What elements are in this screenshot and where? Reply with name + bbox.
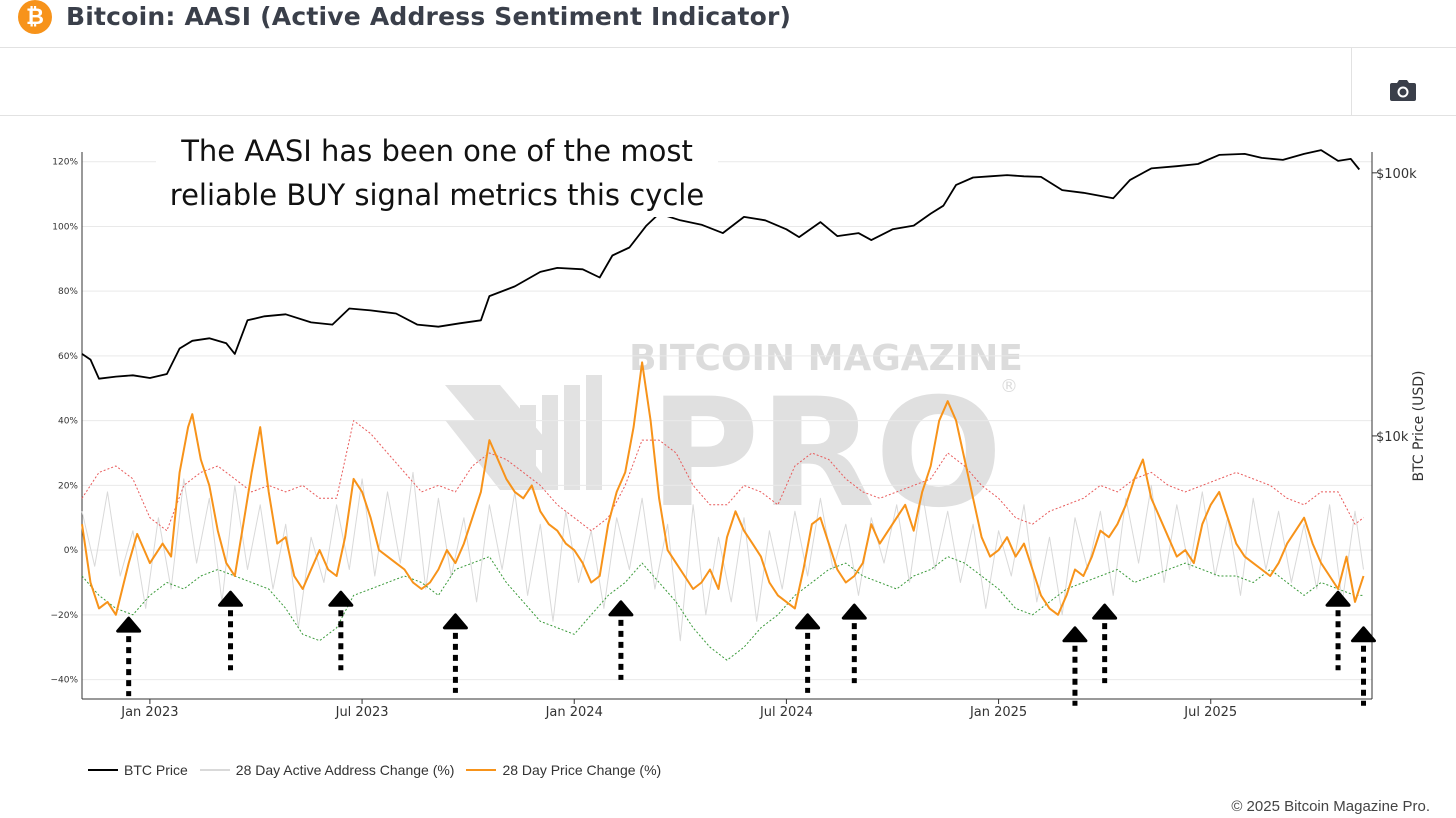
arrow-head xyxy=(608,600,634,617)
legend-label: 28 Day Price Change (%) xyxy=(502,762,662,778)
x-tick-label: Jan 2025 xyxy=(969,705,1027,720)
buy-signal-arrow xyxy=(1325,590,1351,671)
arrow-head xyxy=(1325,590,1351,607)
buy-signal-arrow xyxy=(442,613,468,693)
copyright-notice: © 2025 Bitcoin Magazine Pro. xyxy=(1231,798,1430,815)
header-bar: ₿ Bitcoin: AASI (Active Address Sentimen… xyxy=(0,0,1456,48)
annotation-line-2: reliable BUY signal metrics this cycle xyxy=(169,178,705,212)
y-left-tick-label: −20% xyxy=(50,611,78,621)
y-left-tick-label: 40% xyxy=(58,417,78,427)
arrow-head xyxy=(1092,603,1118,620)
y-left-tick-label: 20% xyxy=(58,481,78,491)
bitcoin-logo-icon: ₿ xyxy=(18,0,52,34)
legend-item-active-address-change[interactable]: 28 Day Active Address Change (%) xyxy=(199,762,455,778)
y-left-tick-label: 80% xyxy=(58,287,78,297)
legend-item-price-change[interactable]: 28 Day Price Change (%) xyxy=(466,762,661,778)
y-left-tick-label: 0% xyxy=(64,546,79,556)
buy-signal-arrow xyxy=(841,603,867,684)
y-right-tick-label: $10k xyxy=(1376,430,1409,445)
watermark-bars-logo xyxy=(445,375,602,490)
y-left-tick-label: 100% xyxy=(52,222,78,232)
buy-signal-arrow xyxy=(218,590,244,671)
y-right-axis-label: BTC Price (USD) xyxy=(1411,370,1427,481)
toolbar-divider xyxy=(1351,48,1352,115)
series-lower-band xyxy=(81,556,1364,661)
buy-signal-arrow xyxy=(1092,603,1118,684)
buy-signal-arrow xyxy=(1062,626,1088,706)
legend-swatch xyxy=(199,769,230,771)
buy-signal-arrow xyxy=(116,616,142,697)
x-tick-label: Jul 2023 xyxy=(335,705,389,720)
camera-icon[interactable] xyxy=(1388,78,1418,104)
arrow-head xyxy=(116,616,142,633)
watermark: BITCOIN MAGAZINE PRO ® xyxy=(445,338,1023,541)
y-left-tick-label: 60% xyxy=(58,352,78,362)
gridlines xyxy=(82,161,1372,681)
x-tick-label: Jul 2025 xyxy=(1183,705,1237,720)
arrow-head xyxy=(218,590,244,607)
buy-signal-arrow xyxy=(1351,626,1377,706)
buy-signal-arrows xyxy=(116,590,1377,706)
y-right-tick-label: $100k xyxy=(1376,167,1417,182)
watermark-top-text: BITCOIN MAGAZINE xyxy=(629,338,1023,379)
aasi-chart: BITCOIN MAGAZINE PRO ® 120% 100% 80% 60% 40%… xyxy=(50,149,1427,720)
y-left-tick-label: −40% xyxy=(50,676,78,686)
legend-label: BTC Price xyxy=(124,762,188,778)
arrow-head xyxy=(442,613,468,630)
buy-signal-arrow xyxy=(795,613,821,693)
page-title: Bitcoin: AASI (Active Address Sentiment … xyxy=(66,2,792,31)
series-upper-band xyxy=(81,420,1364,532)
x-tick-label: Jul 2024 xyxy=(759,705,813,720)
watermark-registered-mark: ® xyxy=(1000,376,1018,397)
series-28-day-price-change xyxy=(81,361,1365,616)
annotation-line-1: The AASI has been one of the most xyxy=(181,134,693,168)
chart-toolbar xyxy=(0,48,1456,116)
chart-legend: BTC Price 28 Day Active Address Change (… xyxy=(88,760,673,780)
legend-swatch xyxy=(466,769,497,771)
legend-swatch xyxy=(88,769,118,771)
legend-item-btc-price[interactable]: BTC Price xyxy=(88,762,188,778)
axes: 120% 100% 80% 60% 40% 20% 0% −20% −40% $100k $10k J… xyxy=(50,152,1417,720)
watermark-main-text: PRO xyxy=(650,367,1003,541)
arrow-head xyxy=(795,613,821,630)
series-layer xyxy=(81,149,1365,661)
x-tick-label: Jan 2024 xyxy=(545,705,603,720)
y-left-tick-label: 120% xyxy=(52,158,78,168)
legend-label: 28 Day Active Address Change (%) xyxy=(235,762,455,778)
buy-signal-arrow xyxy=(608,600,634,680)
chart-annotation: The AASI has been one of the most reliab… xyxy=(156,129,718,217)
series-btc-price xyxy=(81,149,1361,380)
x-tick-label: Jan 2023 xyxy=(120,705,178,720)
arrow-head xyxy=(841,603,867,620)
buy-signal-arrow xyxy=(328,590,354,671)
arrow-head xyxy=(1351,626,1377,643)
arrow-head xyxy=(1062,626,1088,643)
arrow-head xyxy=(328,590,354,607)
